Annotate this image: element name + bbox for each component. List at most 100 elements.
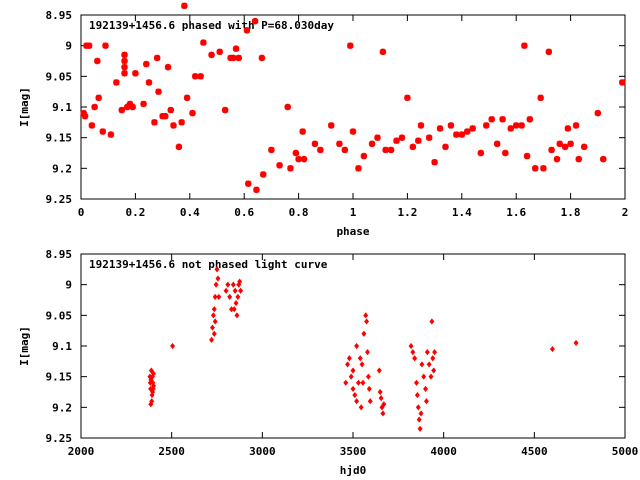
y-tick-label: 9.05 [46,70,73,83]
data-point [230,54,237,62]
data-point [81,113,89,120]
data-point [230,281,236,288]
data-point [363,312,369,319]
data-point [366,385,372,393]
y-tick-label: 9.25 [46,193,73,206]
y-tick-label: 9 [65,279,72,292]
data-point [567,140,574,147]
y-tick-label: 9.25 [46,432,73,445]
data-point [155,88,162,95]
data-point [436,125,444,132]
data-point [251,17,259,25]
chart-title: 192139+1456.6 phased with P=68.030day [89,19,334,32]
y-axis-label: I[mag] [18,326,31,366]
data-point [521,42,528,49]
data-point [162,113,169,120]
y-tick-label: 9.2 [52,401,72,414]
data-point [447,122,455,129]
y-tick-label: 9.15 [46,371,73,384]
data-point [409,143,417,151]
data-point [192,73,199,80]
data-point [175,143,183,151]
data-point [367,398,373,405]
data-point [523,152,531,160]
data-point [477,149,485,157]
data-point [227,293,233,301]
x-tick-label: 1.2 [397,206,417,219]
data-point [258,54,266,62]
data-point [235,54,242,62]
data-point [121,63,128,71]
data-point [212,318,218,325]
data-point [537,94,544,101]
data-point [347,42,354,49]
data-point [532,165,539,172]
data-point [212,293,218,301]
data-point [408,342,414,350]
data-point [564,125,572,132]
chart-panel-1: 0 0.2 0.4 0.6 0.8 1 1.2 1.4 1.6 1.8 2 8.95 9 9.05 9.1 9… [18,2,629,238]
data-point [118,106,125,114]
data-point [343,379,349,386]
data-point [513,122,520,129]
data-point [360,152,368,160]
data-point [276,162,283,169]
data-point [419,361,425,368]
data-point [382,146,389,154]
data-point [365,349,370,356]
data-point [208,51,215,59]
data-point [234,312,240,319]
data-point [581,143,588,151]
data-point [346,355,352,362]
data-point [151,382,156,389]
data-point [210,324,215,331]
data-point [421,373,427,380]
data-point [368,140,376,147]
data-point [379,48,387,55]
data-point [129,103,136,111]
data-point [215,275,221,282]
data-point [148,367,154,374]
data-point [284,103,291,111]
data-point [499,116,506,123]
data-point [95,94,102,101]
data-point [488,116,495,123]
chart-panel-2: 2000 2500 3000 3500 4000 4500 5000 8.95 9 9.05 9.1… [18,248,638,477]
data-point [216,48,223,55]
data-point [181,2,188,9]
data-point [99,128,106,135]
x-tick-label: 2000 [68,445,95,458]
y-tick-label: 9.1 [52,340,72,353]
data-point [442,143,449,151]
data-point [410,349,416,356]
y-tick-label: 9.2 [52,162,72,175]
data-point [336,140,343,147]
data-point [143,60,150,68]
data-point [132,70,139,77]
data-point [572,122,580,129]
data-point [328,122,335,129]
data-point [124,103,131,111]
data-point [415,137,422,144]
data-point [561,143,569,151]
data-point [216,293,222,301]
data-point [381,401,387,408]
data-point [350,385,356,393]
x-tick-label: 4500 [521,445,548,458]
x-tick-label: 2 [622,206,629,219]
data-point [178,119,185,126]
data-point [453,131,460,138]
data-point [151,119,158,126]
data-point [493,140,501,147]
data-point [575,155,582,163]
data-point [260,171,267,178]
data-point [416,416,422,423]
data-point [548,146,555,154]
data-point [425,134,433,141]
data-point [380,410,386,417]
data-point [414,391,420,399]
data-point [126,100,134,108]
data-point [354,398,360,405]
data-point [426,361,432,368]
